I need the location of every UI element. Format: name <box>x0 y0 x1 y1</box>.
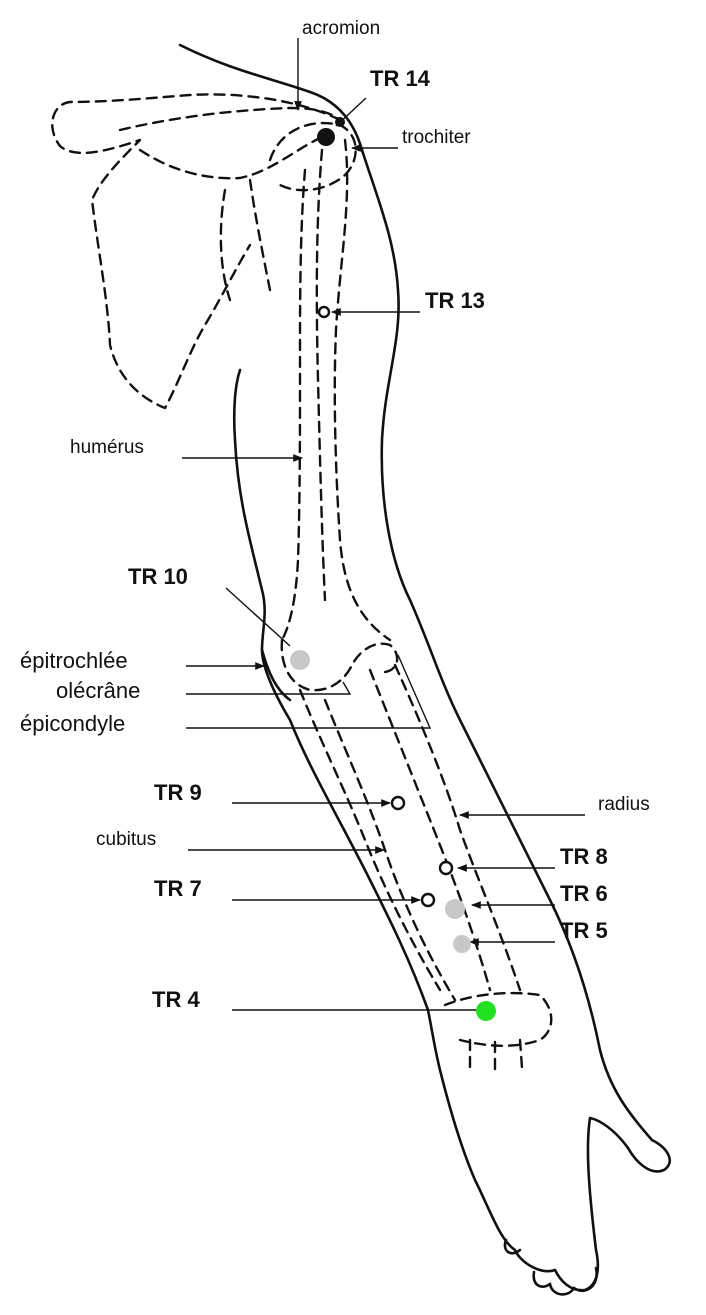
wrist-bones <box>443 991 553 1077</box>
label-tr8: TR 8 <box>560 844 608 869</box>
radius-2 <box>393 663 522 992</box>
label-trochiter: trochiter <box>402 127 471 148</box>
leader-epicondyle <box>186 654 432 729</box>
label-epicondyle: épicondyle <box>20 711 125 736</box>
label-acromion: acromion <box>302 18 380 39</box>
label-tr14: TR 14 <box>370 66 431 91</box>
point-tr10 <box>290 650 310 670</box>
ulna-2 <box>323 698 457 1002</box>
scapula-inner <box>138 136 322 180</box>
label-tr5: TR 5 <box>560 918 608 943</box>
humerus-head <box>268 121 357 192</box>
point-tr6 <box>445 899 465 919</box>
glenoid <box>219 178 272 302</box>
leader-lines <box>182 38 585 1011</box>
shoulder-top-outline <box>178 43 364 152</box>
labels: acromion TR 14 trochiter TR 13 humérus T… <box>20 18 650 1012</box>
point-tr14 <box>317 128 335 146</box>
points <box>290 117 496 1021</box>
humerus-lateral <box>333 138 392 642</box>
fingertip-3 <box>532 1270 552 1288</box>
elbow-joint <box>280 638 399 692</box>
fingertip-4 <box>503 1238 522 1255</box>
arm-medial-outline <box>232 368 430 1012</box>
ulna-1 <box>298 688 442 992</box>
scapula <box>51 93 342 410</box>
label-tr13: TR 13 <box>425 288 485 313</box>
label-humerus: humérus <box>70 437 144 458</box>
radius-1 <box>368 668 492 992</box>
hand-outline <box>426 1008 630 1292</box>
point-tr9 <box>390 795 406 811</box>
fingertip-2 <box>548 1282 576 1296</box>
label-epitrochlee: épitrochlée <box>20 648 128 673</box>
humerus-medial <box>280 168 307 642</box>
leader-tr10 <box>225 587 291 647</box>
arm-outline <box>178 43 671 1296</box>
point-tr7 <box>420 892 436 908</box>
label-radius: radius <box>598 794 650 815</box>
label-olecrane: olécrâne <box>56 678 140 703</box>
label-cubitus: cubitus <box>96 829 156 850</box>
fingertip-1 <box>572 1266 598 1293</box>
point-tr13 <box>317 305 331 319</box>
label-tr7: TR 7 <box>154 876 202 901</box>
thumb-outline <box>626 1138 671 1173</box>
point-acromion-tip <box>335 117 345 127</box>
leader-olecrane <box>186 681 352 695</box>
label-tr10: TR 10 <box>128 564 188 589</box>
bones <box>51 93 553 1077</box>
label-tr9: TR 9 <box>154 780 202 805</box>
point-tr4 <box>476 1001 496 1021</box>
elbow-outline <box>260 648 292 702</box>
point-tr5 <box>453 935 471 953</box>
label-tr6: TR 6 <box>560 881 608 906</box>
arm-lateral-outline <box>360 148 654 1142</box>
label-tr4: TR 4 <box>152 987 200 1012</box>
humerus-inner-1 <box>315 148 327 602</box>
scapula-spine <box>118 106 342 132</box>
point-tr8 <box>438 860 454 876</box>
